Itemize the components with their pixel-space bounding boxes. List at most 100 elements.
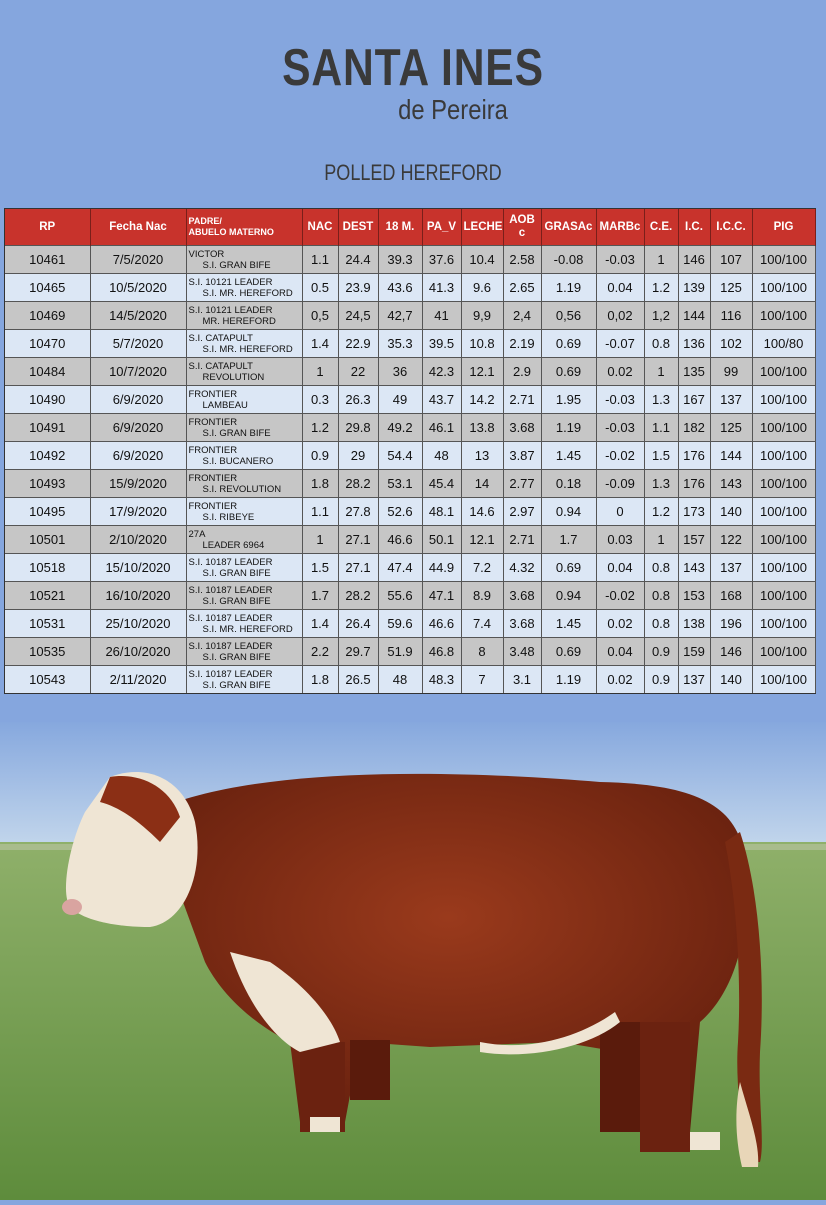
cell-dest: 27.1 <box>338 553 379 582</box>
cell-dest: 26.5 <box>338 665 379 693</box>
cell-icc: 168 <box>710 581 753 610</box>
cell-ce: 1,2 <box>644 301 679 330</box>
cell-padre: FRONTIER <box>188 444 238 456</box>
cell-aob: 2.65 <box>503 273 542 302</box>
col-header-aob-line1: AOB <box>509 214 535 226</box>
cell-abuelo: S.I. GRAN BIFE <box>202 651 271 663</box>
cell-nac: 1.5 <box>302 553 339 582</box>
table-row: 10518 15/10/2020 S.I. 10187 LEADER S.I. GRA… <box>5 553 816 582</box>
col-header-marb: MARBc <box>596 209 645 246</box>
cell-m18: 36 <box>378 357 423 386</box>
cell-ce: 1 <box>644 357 679 386</box>
cell-fecha: 5/7/2020 <box>90 329 187 358</box>
cell-fecha: 2/11/2020 <box>90 665 187 693</box>
cell-fecha: 14/5/2020 <box>90 301 187 330</box>
cell-nac: 2.2 <box>302 637 339 666</box>
cell-ic: 159 <box>678 637 711 666</box>
cell-abuelo: S.I. MR. HEREFORD <box>202 623 293 635</box>
cell-ic: 143 <box>678 553 711 582</box>
cell-pav: 42.3 <box>422 357 462 386</box>
cell-fecha: 6/9/2020 <box>90 385 187 414</box>
cell-leche: 13 <box>461 441 504 470</box>
cell-pig: 100/100 <box>752 581 816 610</box>
cell-m18: 53.1 <box>378 469 423 498</box>
cell-m18: 47.4 <box>378 553 423 582</box>
cell-icc: 122 <box>710 525 753 554</box>
cell-pav: 48.3 <box>422 665 462 693</box>
cell-pav: 39.5 <box>422 329 462 358</box>
cell-aob: 2.71 <box>503 385 542 414</box>
cell-pig: 100/100 <box>752 441 816 470</box>
cell-marb: 0.02 <box>596 357 645 386</box>
cell-dest: 29.8 <box>338 413 379 442</box>
cell-leche: 8 <box>461 637 504 666</box>
cell-pav: 48.1 <box>422 497 462 526</box>
cell-nac: 1.8 <box>302 665 339 693</box>
cell-leche: 9.6 <box>461 273 504 302</box>
cell-abuelo: S.I. GRAN BIFE <box>202 679 271 691</box>
cell-pav: 47.1 <box>422 581 462 610</box>
cell-pig: 100/100 <box>752 637 816 666</box>
cell-grasa: 1.45 <box>541 441 597 470</box>
cell-grasa: 1.45 <box>541 609 597 638</box>
cell-aob: 2.71 <box>503 525 542 554</box>
cell-fecha: 10/7/2020 <box>90 357 187 386</box>
cell-marb: 0.02 <box>596 665 645 693</box>
cell-padre-abuelo: VICTOR S.I. GRAN BIFE <box>186 245 303 274</box>
col-header-nac: NAC <box>302 209 339 246</box>
cell-ce: 0.8 <box>644 609 679 638</box>
cell-pig: 100/100 <box>752 245 816 274</box>
cell-leche: 9,9 <box>461 301 504 330</box>
cell-marb: -0.02 <box>596 581 645 610</box>
cell-ce: 0.8 <box>644 329 679 358</box>
cell-pig: 100/100 <box>752 385 816 414</box>
cell-fecha: 7/5/2020 <box>90 245 187 274</box>
cell-m18: 42,7 <box>378 301 423 330</box>
cell-leche: 7.4 <box>461 609 504 638</box>
cell-aob: 2.97 <box>503 497 542 526</box>
cell-m18: 59.6 <box>378 609 423 638</box>
cell-ce: 0.9 <box>644 637 679 666</box>
cell-abuelo: S.I. MR. HEREFORD <box>202 343 293 355</box>
cell-ic: 135 <box>678 357 711 386</box>
cell-abuelo: S.I. GRAN BIFE <box>202 567 271 579</box>
cell-abuelo: S.I. BUCANERO <box>202 455 274 467</box>
cell-marb: -0.03 <box>596 385 645 414</box>
cell-pav: 50.1 <box>422 525 462 554</box>
cell-fecha: 25/10/2020 <box>90 609 187 638</box>
cell-rp: 10484 <box>5 357 91 386</box>
table-row: 10495 17/9/2020 FRONTIER S.I. RIBEYE 1.1 27.8… <box>5 497 816 526</box>
table-row: 10491 6/9/2020 FRONTIER S.I. GRAN BIFE 1.2 29… <box>5 413 816 442</box>
cell-nac: 1.4 <box>302 609 339 638</box>
cell-pig: 100/80 <box>752 329 816 358</box>
table-header-row: RP Fecha Nac PADRE/ ABUELO MATERNO NAC D… <box>5 209 816 246</box>
cell-padre-abuelo: FRONTIER S.I. GRAN BIFE <box>186 413 303 442</box>
cell-dest: 27.8 <box>338 497 379 526</box>
cell-icc: 99 <box>710 357 753 386</box>
cell-ic: 138 <box>678 609 711 638</box>
cell-rp: 10469 <box>5 301 91 330</box>
cell-padre: S.I. 10187 LEADER <box>188 584 273 596</box>
cell-padre: FRONTIER <box>188 500 238 512</box>
cell-ce: 1.3 <box>644 469 679 498</box>
cell-pav: 44.9 <box>422 553 462 582</box>
cell-padre-abuelo: S.I. 10187 LEADER S.I. GRAN BIFE <box>186 637 303 666</box>
cell-grasa: -0.08 <box>541 245 597 274</box>
cell-pig: 100/100 <box>752 357 816 386</box>
col-header-dest: DEST <box>338 209 379 246</box>
cell-pav: 46.8 <box>422 637 462 666</box>
cell-padre-abuelo: FRONTIER LAMBEAU <box>186 385 303 414</box>
table-row: 10501 2/10/2020 27A LEADER 6964 1 27.1 46.6 50.… <box>5 525 816 554</box>
cell-padre-abuelo: 27A LEADER 6964 <box>186 525 303 554</box>
cell-marb: -0.07 <box>596 329 645 358</box>
cell-padre: S.I. 10121 LEADER <box>188 276 273 288</box>
cell-dest: 22.9 <box>338 329 379 358</box>
cell-fecha: 15/10/2020 <box>90 553 187 582</box>
table-body: 10461 7/5/2020 VICTOR S.I. GRAN BIFE 1.1 24.4… <box>5 245 816 693</box>
cell-aob: 4.32 <box>503 553 542 582</box>
cell-pav: 46.1 <box>422 413 462 442</box>
cell-padre: S.I. 10187 LEADER <box>188 668 273 680</box>
cell-pav: 43.7 <box>422 385 462 414</box>
cell-aob: 3.48 <box>503 637 542 666</box>
cell-grasa: 0.94 <box>541 581 597 610</box>
